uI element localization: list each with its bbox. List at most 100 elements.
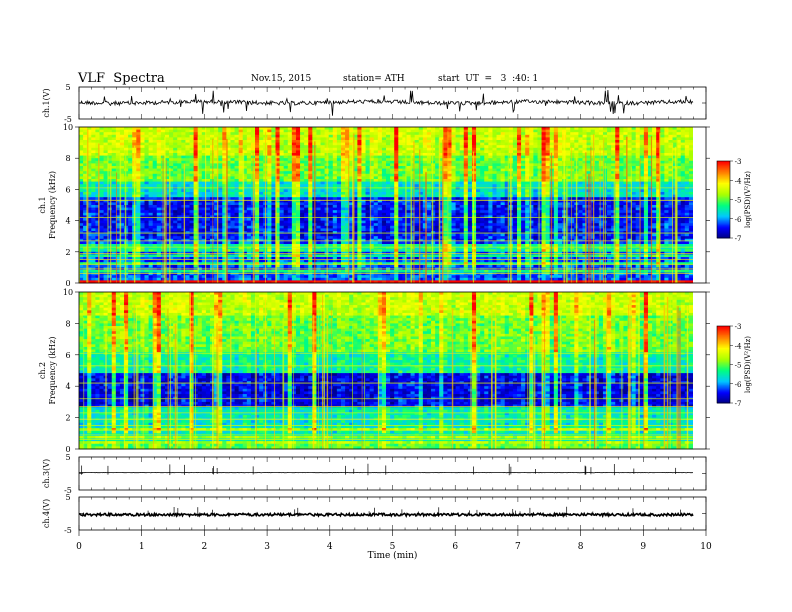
spectrogram-cell [288, 205, 292, 208]
spectrogram-cell [480, 135, 484, 138]
spectrogram-cell [366, 145, 370, 148]
spectrogram-cell [112, 156, 116, 159]
spectrogram-cell [296, 130, 300, 133]
spectrogram-cell [140, 174, 144, 177]
spectrogram-cell [582, 130, 586, 133]
spectrogram-cell [398, 169, 402, 172]
spectrogram-cell [599, 187, 603, 190]
spectrogram-cell [357, 153, 361, 156]
spectrogram-cell [341, 176, 345, 179]
spectrogram-cell [267, 171, 271, 174]
spectrogram-cell [591, 143, 595, 146]
spectrogram-cell [427, 135, 431, 138]
spectrogram-cell [296, 161, 300, 164]
spectrogram-cell [681, 150, 685, 153]
spectrogram-cell [525, 182, 529, 185]
spectrogram-cell [607, 161, 611, 164]
spectrogram-cell [149, 148, 153, 151]
spectrogram-cell [333, 210, 337, 213]
spectrogram-cell [144, 127, 148, 130]
spectrogram-cell [222, 210, 226, 213]
spectrogram-cell [361, 132, 365, 135]
spectrogram-cell [157, 195, 161, 198]
spectrogram-cell [255, 197, 259, 200]
spectrogram-cell [619, 195, 623, 198]
spectrogram-cell [316, 158, 320, 161]
spectrogram-cell [149, 208, 153, 211]
spectrogram-cell [431, 143, 435, 146]
spectrogram-cell [296, 182, 300, 185]
spectrogram-cell [312, 132, 316, 135]
spectrogram-cell [607, 187, 611, 190]
spectrogram-cell [574, 143, 578, 146]
spectrogram-cell [144, 161, 148, 164]
spectrogram-cell [321, 153, 325, 156]
spectrogram-cell [615, 153, 619, 156]
spectrogram-cell [443, 169, 447, 172]
spectrogram-cell [578, 137, 582, 140]
spectrogram-cell [304, 135, 308, 138]
spectrogram-cell [337, 156, 341, 159]
spectrogram-cell [157, 202, 161, 205]
spectrogram-cell [443, 150, 447, 153]
spectrogram-cell [304, 205, 308, 208]
spectrogram-cell [284, 158, 288, 161]
spectrogram-cell [488, 132, 492, 135]
spectrogram-cell [415, 187, 419, 190]
spectrogram-cell [488, 127, 492, 130]
spectrogram-cell [104, 143, 108, 146]
spectrogram-cell [239, 135, 243, 138]
spectrogram-cell [333, 169, 337, 172]
spectrogram-cell [337, 195, 341, 198]
spectrogram-cell [497, 130, 501, 133]
spectrogram-cell [386, 208, 390, 211]
spectrogram-cell [222, 179, 226, 182]
spectrogram-cell [222, 202, 226, 205]
spectrogram-cell [660, 205, 664, 208]
spectrogram-cell [190, 182, 194, 185]
spectrogram-cell [611, 150, 615, 153]
spectrogram-cell [341, 143, 345, 146]
spectrogram-cell [136, 189, 140, 192]
spectrogram-cell [235, 161, 239, 164]
spectrogram-cell [235, 189, 239, 192]
spectrogram-cell [644, 153, 648, 156]
spectrogram-cell [648, 130, 652, 133]
spectrogram-cell [128, 135, 132, 138]
spectrogram-cell [321, 208, 325, 211]
spectrogram-cell [210, 189, 214, 192]
spectrogram-cell [406, 187, 410, 190]
spectrogram-cell [570, 187, 574, 190]
spectrogram-cell [664, 169, 668, 172]
spectrogram-cell [398, 189, 402, 192]
spectrogram-cell [337, 171, 341, 174]
spectrogram-cell [570, 143, 574, 146]
spectrogram-cell [230, 161, 234, 164]
spectrogram-cell [292, 166, 296, 169]
spectrogram-cell [325, 130, 329, 133]
spectrogram-cell [255, 135, 259, 138]
spectrogram-cell [525, 161, 529, 164]
spectrogram-cell [501, 143, 505, 146]
spectrogram-cell [689, 166, 693, 169]
spectrogram-cell [206, 150, 210, 153]
spectrogram-cell [599, 171, 603, 174]
spectrogram-cell [492, 150, 496, 153]
spectrogram-cell [521, 192, 525, 195]
spectrogram-cell [566, 156, 570, 159]
spectrogram-cell [619, 156, 623, 159]
spectrogram-cell [271, 189, 275, 192]
spectrogram-cell [329, 137, 333, 140]
spectrogram-cell [497, 135, 501, 138]
spectrogram-cell [390, 184, 394, 187]
spectrogram-cell [194, 161, 198, 164]
spectrogram-cell [681, 176, 685, 179]
spectrogram-cell [267, 210, 271, 213]
spectrogram-cell [140, 127, 144, 130]
spectrogram-cell [517, 145, 521, 148]
spectrogram-cell [308, 148, 312, 151]
spectrogram-cell [333, 189, 337, 192]
spectrogram-cell [255, 150, 259, 153]
spectrogram-cell [120, 148, 124, 151]
spectrogram-cell [329, 208, 333, 211]
